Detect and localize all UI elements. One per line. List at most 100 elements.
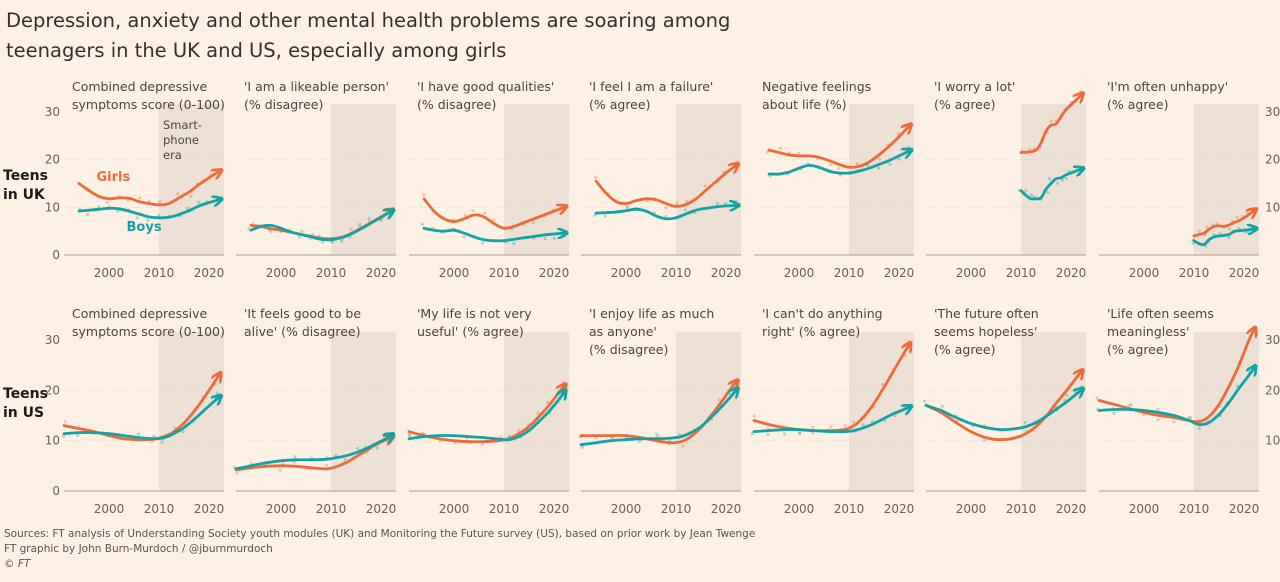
smartphone-era-shade (849, 104, 914, 255)
data-point-boys (580, 445, 584, 449)
data-point-boys (1112, 411, 1116, 415)
data-point-boys (249, 466, 253, 470)
data-point-girls (331, 240, 335, 244)
x-tick-label: 2020 (1056, 266, 1087, 280)
smartphone-era-shade (1194, 332, 1259, 491)
panel-uk-4: Negative feelings about life (%) 2000 2010 2… (754, 79, 914, 280)
series-line-boys (767, 151, 909, 176)
data-point-boys (543, 237, 547, 241)
data-point-girls (482, 211, 487, 215)
series-line-boys (594, 205, 736, 221)
title-line-1: Depression, anxiety and other mental hea… (6, 9, 731, 32)
data-point-boys (185, 206, 190, 210)
data-point-girls (1156, 418, 1160, 422)
panel-title-line: (% agree) (589, 97, 650, 112)
data-point-boys (1074, 165, 1079, 169)
data-point-girls (407, 432, 411, 436)
data-point-girls (765, 150, 770, 154)
data-point-boys (116, 209, 120, 213)
panel-title-line: Combined depressive (72, 79, 207, 94)
x-tick-label: 2010 (661, 266, 692, 280)
x-tick-label: 2010 (1006, 266, 1037, 280)
data-point-boys (152, 434, 156, 438)
smartphone-era-label: Smart- (163, 118, 202, 132)
data-point-girls (1079, 90, 1083, 94)
data-point-boys (922, 399, 927, 403)
girls-series-label: Girls (97, 170, 131, 185)
x-tick-label: 2000 (1129, 502, 1160, 516)
series-line-girls (767, 126, 909, 169)
smartphone-era-shade (676, 104, 741, 255)
series-line-girls (1019, 95, 1081, 154)
data-point-boys (940, 404, 944, 408)
data-point-girls (982, 438, 987, 442)
x-tick-label: 2020 (884, 266, 915, 280)
data-point-boys (1055, 181, 1059, 185)
data-point-girls (126, 199, 130, 203)
series-line-boys (62, 397, 219, 441)
y-tick-label: 30 (45, 333, 60, 347)
data-point-boys (356, 446, 360, 450)
panel-title-line: 'It feels good to be (244, 306, 361, 321)
data-point-girls (625, 204, 629, 208)
data-point-girls (752, 414, 757, 418)
x-tick-label: 2000 (266, 266, 297, 280)
x-tick-label: 2010 (316, 266, 347, 280)
panel-title-line: symptoms score (0-100) (72, 97, 225, 112)
panel-title-line: as anyone' (589, 324, 657, 339)
x-tick-label: 2000 (94, 502, 125, 516)
x-tick-label: 2000 (956, 502, 987, 516)
y-tick-label: 10 (1265, 200, 1280, 214)
smartphone-era-shade (159, 332, 224, 491)
data-point-boys (160, 440, 164, 444)
data-point-boys (390, 206, 394, 210)
data-point-girls (798, 431, 802, 435)
footer-sources: Sources: FT analysis of Understanding So… (4, 528, 756, 540)
panel-title-line: 'I can't do anything (762, 306, 883, 321)
data-point-boys (507, 434, 512, 439)
data-point-boys (1156, 407, 1160, 411)
data-point-girls (664, 206, 668, 210)
data-point-boys (897, 157, 901, 161)
data-point-boys (637, 439, 642, 444)
panel-title-line: 'I am a likeable person' (244, 79, 389, 94)
x-tick-label: 2000 (266, 502, 297, 516)
data-point-boys (86, 213, 90, 217)
panel-us-1: 'It feels good to be alive' (% disagree) 2… (232, 306, 396, 516)
data-point-boys (97, 205, 101, 209)
data-point-girls (852, 420, 856, 424)
data-point-boys (865, 163, 869, 167)
panel-title-line: 'Life often seems (1107, 306, 1214, 321)
data-point-boys (157, 213, 161, 217)
data-point-girls (1127, 403, 1131, 408)
data-point-boys (76, 433, 80, 437)
data-point-girls (105, 200, 109, 204)
panel-uk-1: 'I am a likeable person' (% disagree) 2000… (236, 79, 396, 280)
data-point-girls (138, 196, 142, 200)
y-tick-label: 30 (1265, 105, 1280, 119)
y-tick-label: 20 (1265, 383, 1280, 397)
data-point-boys (281, 462, 285, 466)
x-tick-label: 2020 (1229, 266, 1260, 280)
data-point-boys (317, 234, 321, 238)
data-point-girls (778, 146, 783, 150)
data-point-boys (1060, 178, 1064, 182)
smartphone-era-shade (676, 332, 741, 491)
panel-title-line: (% agree) (934, 342, 995, 357)
data-point-girls (1205, 225, 1209, 229)
smartphone-era-label: phone (163, 133, 199, 147)
panel-us-0: Combined depressive symptoms score (0-100… (45, 306, 225, 516)
data-point-girls (656, 434, 660, 438)
data-point-girls (158, 200, 162, 204)
x-tick-label: 2010 (1179, 266, 1210, 280)
panel-us-2: 'My life is not very useful' (% agree) 200… (407, 306, 569, 516)
data-point-boys (375, 446, 379, 450)
panel-us-6: 'Life often seems meaningless' (% agree) 20… (1095, 306, 1280, 516)
panel-title-line: 'I feel I am a failure' (589, 79, 713, 94)
data-point-boys (135, 216, 139, 220)
data-point-girls (531, 221, 536, 225)
data-point-girls (480, 442, 484, 446)
data-point-girls (516, 428, 521, 433)
data-point-boys (562, 234, 567, 238)
data-point-girls (147, 199, 151, 203)
